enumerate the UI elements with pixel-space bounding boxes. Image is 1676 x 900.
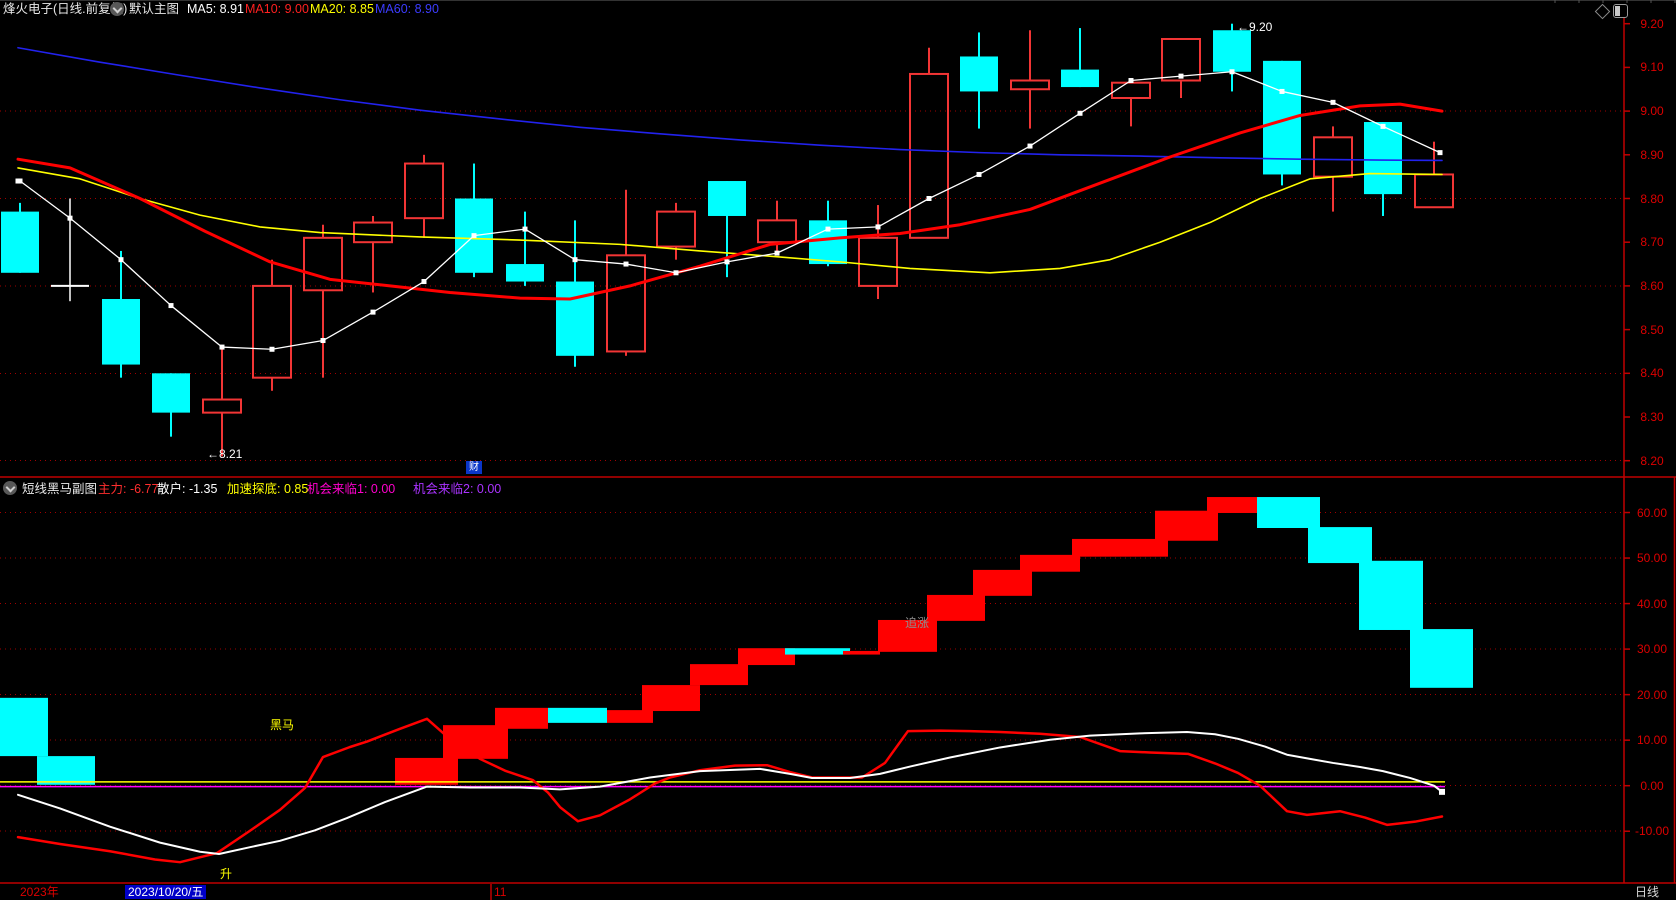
main-axis-label: 8.90 bbox=[1640, 147, 1664, 162]
legend-item: 散户: -1.35 bbox=[157, 482, 218, 496]
main-axis-label: 9.20 bbox=[1640, 16, 1664, 31]
legend-item: 机会来临2: 0.00 bbox=[413, 482, 502, 496]
sub-axis-label: 40.00 bbox=[1636, 596, 1668, 611]
period-label[interactable]: 日线 bbox=[1635, 885, 1660, 899]
main-axis-label: 8.40 bbox=[1640, 366, 1664, 381]
sub-axis-label: -10.00 bbox=[1634, 824, 1670, 839]
main-axis-label: 8.30 bbox=[1640, 410, 1664, 424]
year-label: 2023年 bbox=[20, 885, 59, 899]
chevron-down-icon[interactable] bbox=[110, 2, 124, 16]
sub-axis-label: 30.00 bbox=[1636, 642, 1668, 657]
sub-indicator-title[interactable]: 短线黑马副图 bbox=[22, 482, 98, 496]
stock-title: 烽火电子(日线.前复权) bbox=[3, 2, 128, 16]
legend-item: MA20: 8.85 bbox=[310, 2, 374, 16]
legend-item: MA60: 8.90 bbox=[375, 2, 439, 16]
main-axis-label: 8.70 bbox=[1640, 235, 1664, 250]
main-axis-label: 8.80 bbox=[1640, 191, 1664, 206]
cai-marker-badge[interactable]: 财 bbox=[466, 461, 482, 474]
low-price-annotation: ←8.21 bbox=[207, 447, 243, 461]
high-price-annotation: ←9.20 bbox=[1237, 20, 1273, 34]
sub-chevron-down-icon[interactable] bbox=[3, 481, 17, 495]
legend-item: MA5: 8.91 bbox=[187, 2, 244, 16]
sub-axis-label: 50.00 bbox=[1636, 551, 1668, 566]
zhuizhang-signal-label: 追涨 bbox=[905, 616, 930, 630]
main-axis-label: 8.20 bbox=[1640, 453, 1664, 468]
current-date-label[interactable]: 2023/10/20/五 bbox=[125, 885, 207, 899]
month-label: 11 bbox=[494, 885, 507, 899]
main-axis-label: 9.00 bbox=[1640, 104, 1664, 119]
main-axis-label: 9.10 bbox=[1640, 60, 1664, 75]
sub-axis-label: 20.00 bbox=[1636, 687, 1668, 702]
legend-item: 加速探底: 0.85 bbox=[227, 482, 309, 496]
panel-toggle-icon[interactable] bbox=[1613, 4, 1628, 18]
legend-item: 主力: -6.77 bbox=[98, 482, 159, 496]
main-axis-label: 8.50 bbox=[1640, 322, 1664, 337]
main-axis-label: 8.60 bbox=[1640, 278, 1664, 293]
heima-signal-label: 黑马 bbox=[270, 718, 295, 732]
sub-axis-label: 0.00 bbox=[1640, 778, 1664, 793]
sub-axis-label: 60.00 bbox=[1636, 505, 1668, 520]
main-layout-label[interactable]: 默认主图 bbox=[129, 2, 180, 16]
legend-item: 机会来临1: 0.00 bbox=[307, 482, 396, 496]
legend-item: MA10: 9.00 bbox=[245, 2, 309, 16]
sub-axis-label: 10.00 bbox=[1636, 733, 1668, 748]
sheng-signal-label: 升 bbox=[220, 867, 233, 881]
